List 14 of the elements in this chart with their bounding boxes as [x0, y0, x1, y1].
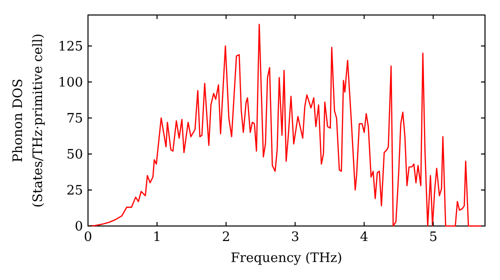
x-tick-label: 2: [222, 230, 230, 245]
y-axis-title: Phonon DOS (States/THz·primitive cell): [11, 33, 46, 208]
x-axis-title: Frequency (THz): [230, 251, 342, 266]
y-tick-label: 75: [66, 112, 83, 127]
x-tick-label: 5: [429, 230, 438, 245]
y-tick-label: 0: [74, 220, 83, 235]
y-tick-label: 100: [58, 76, 83, 91]
x-tick-label: 0: [84, 230, 92, 245]
y-tick-label: 50: [66, 148, 83, 163]
x-tick-label: 4: [360, 230, 368, 245]
x-tick-label: 3: [290, 230, 300, 245]
x-tick-label: 1: [152, 230, 162, 245]
y-tick-label: 125: [58, 40, 83, 55]
y-tick-label: 25: [66, 184, 83, 199]
